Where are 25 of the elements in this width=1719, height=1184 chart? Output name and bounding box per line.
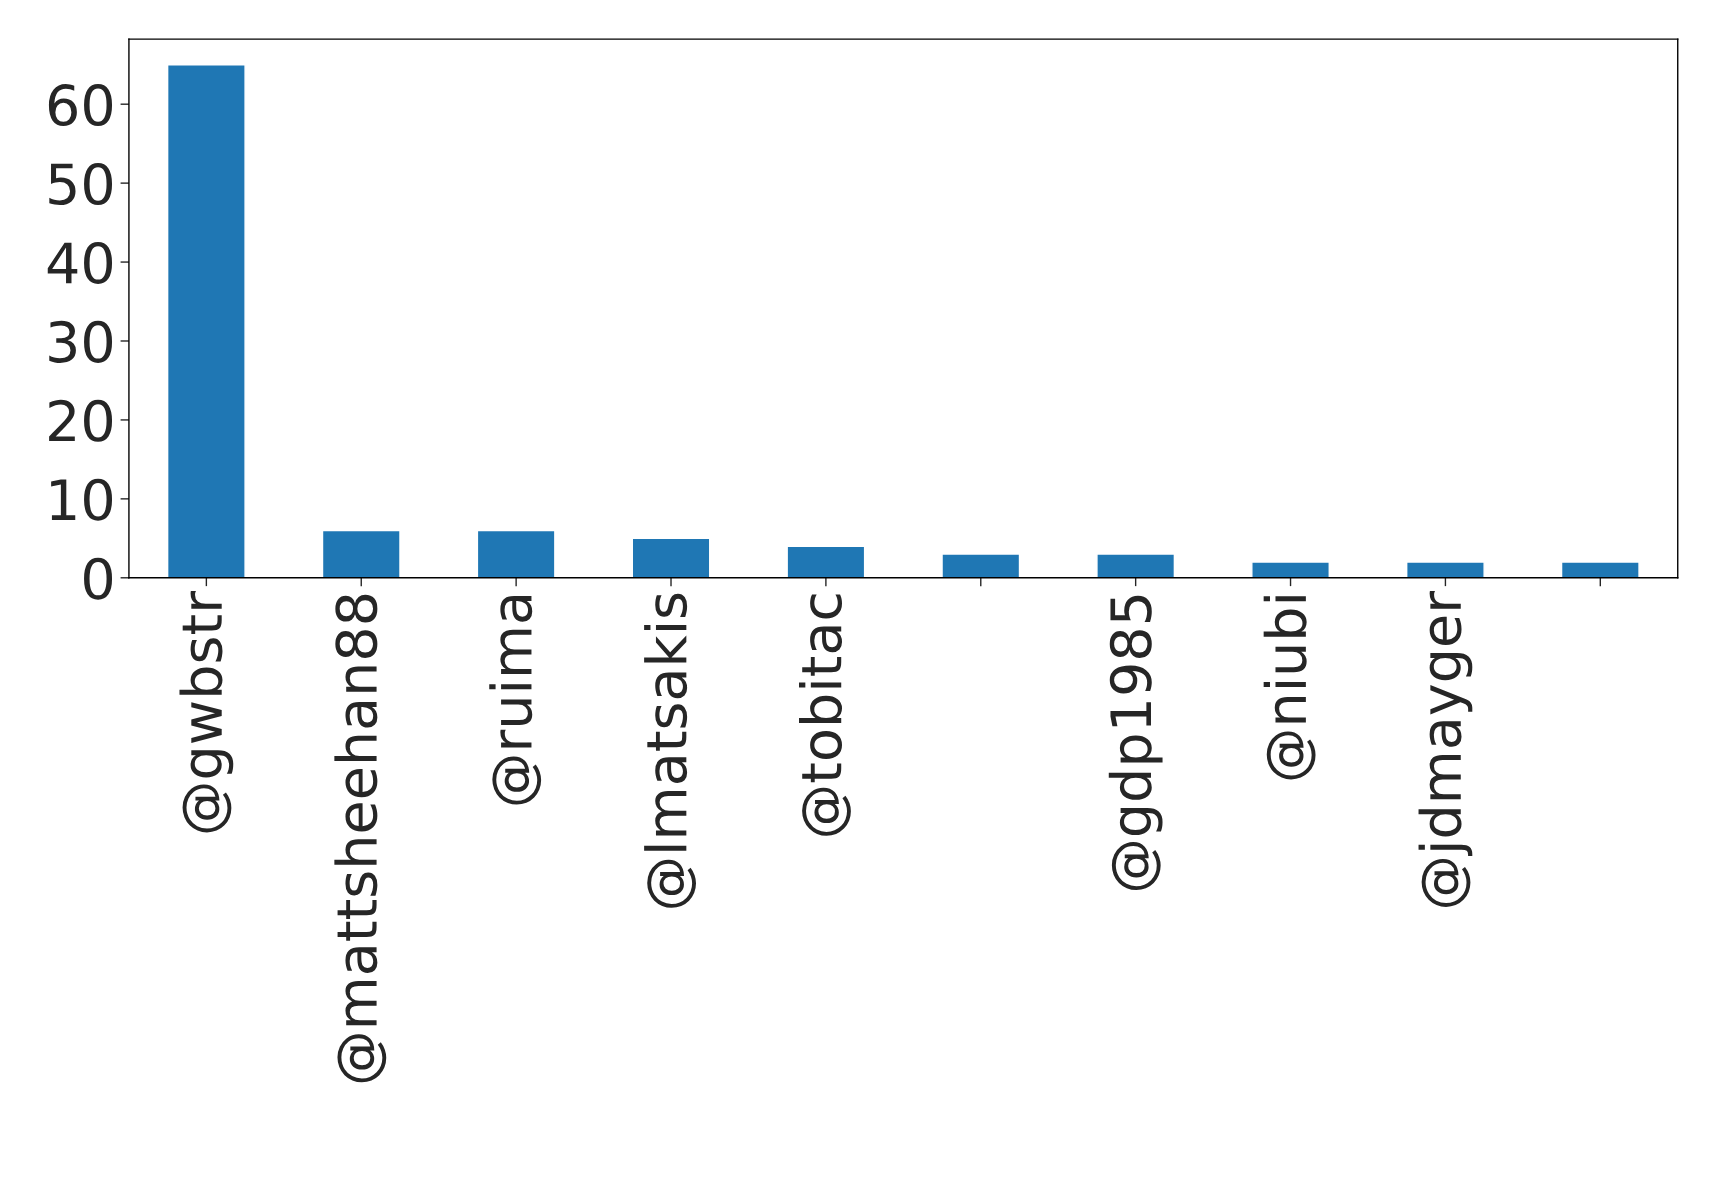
bar <box>1251 561 1330 578</box>
y-tick-label: 50 <box>49 163 113 206</box>
x-tick-label: @gdp1985 <box>1108 595 1163 891</box>
x-tick-label: @mattsheehan88 <box>334 594 387 1083</box>
bar <box>321 529 401 578</box>
y-tick-label: 20 <box>49 399 113 442</box>
x-tick-label: @ruima <box>489 596 542 805</box>
bar <box>631 537 711 578</box>
y-tick-label: 30 <box>49 320 113 363</box>
y-tick-label: 10 <box>51 478 113 521</box>
bar <box>786 545 866 578</box>
bar <box>1406 561 1485 578</box>
x-tick-label: @gwbstr <box>179 590 234 833</box>
x-tick-label: @niubi <box>1263 596 1316 780</box>
bar <box>1560 561 1640 578</box>
bar <box>476 529 556 578</box>
y-tick-label: 40 <box>47 241 113 284</box>
x-tick-label: @tobitac <box>799 594 851 836</box>
y-tick-label: 60 <box>48 84 113 127</box>
bar <box>941 553 1021 578</box>
x-tick-label: @jdmayger <box>1418 591 1473 907</box>
y-tick-label: 0 <box>84 557 113 600</box>
bar <box>1096 553 1176 578</box>
x-tick-label: @lmatsakis <box>644 593 696 908</box>
bar <box>166 64 246 578</box>
